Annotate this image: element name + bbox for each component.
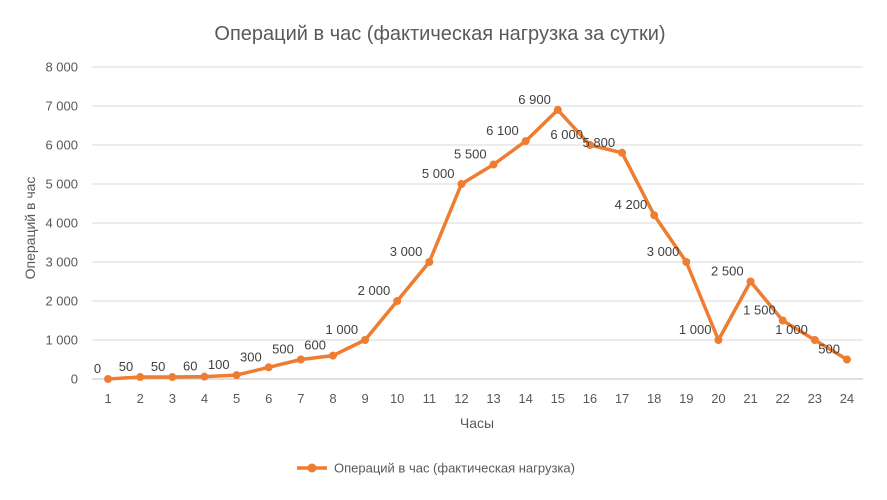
data-label: 5 000 (422, 166, 455, 181)
x-tick-label: 8 (329, 391, 336, 406)
x-tick-label: 13 (486, 391, 500, 406)
data-point (553, 105, 562, 114)
y-axis-title: Операций в час (22, 177, 38, 280)
legend: Операций в час (фактическая нагрузка) (297, 461, 575, 476)
x-tick-label: 21 (743, 391, 757, 406)
data-label: 100 (208, 357, 230, 372)
y-tick-label: 0 (71, 372, 78, 387)
data-point (778, 316, 787, 325)
data-label: 1 000 (679, 322, 712, 337)
x-axis-title: Часы (460, 415, 494, 431)
x-tick-label: 12 (454, 391, 468, 406)
x-tick-label: 16 (583, 391, 597, 406)
data-label: 6 900 (518, 92, 551, 107)
y-tick-label: 4 000 (45, 216, 78, 231)
y-tick-label: 8 000 (45, 60, 78, 75)
data-label: 2 500 (711, 264, 744, 279)
data-label: 60 (183, 359, 197, 374)
x-tick-label: 10 (390, 391, 404, 406)
data-point (650, 211, 659, 220)
x-tick-label: 15 (551, 391, 565, 406)
data-point (746, 277, 755, 286)
x-tick-label: 22 (775, 391, 789, 406)
data-label: 5 500 (454, 147, 487, 162)
data-point (457, 180, 466, 188)
data-point (296, 355, 305, 364)
data-label: 1 000 (326, 322, 359, 337)
data-label: 500 (272, 342, 294, 357)
data-label: 3 000 (390, 244, 423, 259)
data-label: 50 (151, 359, 165, 374)
data-point (232, 371, 241, 380)
data-label: 5 800 (583, 135, 616, 150)
data-label: 6 000 (550, 127, 583, 142)
data-point (714, 336, 723, 344)
x-tick-label: 5 (233, 391, 240, 406)
data-label: 2 000 (358, 283, 391, 298)
chart-title: Операций в час (фактическая нагрузка за … (214, 23, 665, 45)
x-tick-label: 2 (137, 391, 144, 406)
x-tick-label: 17 (615, 391, 629, 406)
legend-swatch-marker (307, 463, 317, 473)
x-tick-label: 9 (361, 391, 368, 406)
data-label: 1 000 (775, 322, 808, 337)
data-point (489, 160, 498, 169)
x-tick-label: 24 (840, 391, 854, 406)
x-tick-label: 18 (647, 391, 661, 406)
data-point (842, 355, 851, 364)
data-point (425, 258, 434, 266)
series-line (106, 108, 849, 381)
legend-label: Операций в час (фактическая нагрузка) (334, 461, 575, 476)
data-label: 4 200 (615, 197, 648, 212)
gridlines (92, 66, 863, 380)
x-tick-label: 1 (104, 391, 111, 406)
data-label: 500 (818, 342, 840, 357)
data-point (361, 336, 370, 344)
y-tick-label: 6 000 (45, 138, 78, 153)
x-tick-label: 6 (265, 391, 272, 406)
x-tick-label: 11 (423, 391, 437, 406)
data-point (264, 363, 273, 372)
y-tick-label: 3 000 (45, 255, 78, 270)
x-tick-label: 19 (679, 391, 693, 406)
data-point (104, 375, 113, 383)
x-tick-label: 7 (297, 391, 304, 406)
data-label: 50 (119, 359, 133, 374)
data-point (585, 141, 594, 149)
x-tick-label: 14 (518, 391, 532, 406)
data-label: 600 (304, 338, 326, 353)
data-point (200, 372, 209, 381)
y-tick-label: 1 000 (45, 333, 78, 348)
data-point (682, 258, 691, 266)
y-tick-label: 2 000 (45, 294, 78, 309)
data-point (393, 297, 402, 305)
data-label: 1 500 (743, 303, 776, 318)
data-label: 0 (94, 361, 101, 376)
y-axis-ticks: 0 1 000 2 000 3 000 4 000 5 000 6 000 7 000 8 00… (45, 60, 78, 387)
y-tick-label: 5 000 (45, 177, 78, 192)
x-tick-label: 4 (201, 391, 208, 406)
data-label: 6 100 (486, 123, 519, 138)
y-tick-label: 7 000 (45, 99, 78, 114)
data-point (136, 373, 145, 382)
data-label: 300 (240, 349, 262, 364)
series-layer (104, 105, 851, 383)
data-point (521, 137, 530, 146)
x-axis-ticks: 1 2 3 4 5 6 7 8 9 10 11 12 13 14 15 16 17 18 19 20 21 22 23 24 (104, 391, 854, 406)
data-point (328, 351, 337, 360)
data-point (168, 373, 177, 382)
x-tick-label: 20 (711, 391, 725, 406)
x-tick-label: 23 (808, 391, 822, 406)
data-point (810, 336, 819, 344)
data-point (618, 148, 627, 157)
x-tick-label: 3 (169, 391, 176, 406)
data-label: 3 000 (647, 244, 680, 259)
